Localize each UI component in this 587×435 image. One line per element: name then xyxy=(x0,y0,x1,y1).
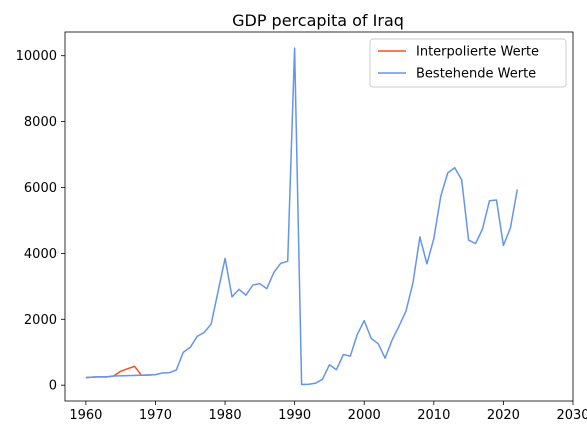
plot-area xyxy=(85,47,519,386)
legend-label: Interpolierte Werte xyxy=(416,45,539,60)
y-tick-label: 10000 xyxy=(16,49,57,64)
legend-label: Bestehende Werte xyxy=(416,67,536,82)
x-tick-label: 2010 xyxy=(417,408,450,423)
axes: 1960 1970 1980 1990 2000 2010 2020 2030 0 2000 400… xyxy=(16,31,587,423)
y-tick-label: 8000 xyxy=(24,115,57,130)
series-line-1 xyxy=(85,47,519,386)
legend: Interpolierte Werte Bestehende Werte xyxy=(369,38,567,88)
y-tick-label: 2000 xyxy=(24,313,57,328)
x-tick-label: 1970 xyxy=(139,408,172,423)
y-tick-label: 6000 xyxy=(24,181,57,196)
x-tick-label: 2020 xyxy=(487,408,520,423)
y-tick-label: 0 xyxy=(49,379,57,394)
y-tick-label: 4000 xyxy=(24,247,57,262)
legend-box xyxy=(369,38,567,88)
axes-frame xyxy=(64,31,574,402)
x-tick-label: 1960 xyxy=(69,408,102,423)
chart-title: GDP percapita of Iraq xyxy=(232,11,404,30)
x-tick-label: 1990 xyxy=(278,408,311,423)
x-tick-label: 2030 xyxy=(556,408,587,423)
x-tick-label: 1980 xyxy=(209,408,242,423)
x-tick-label: 2000 xyxy=(348,408,381,423)
